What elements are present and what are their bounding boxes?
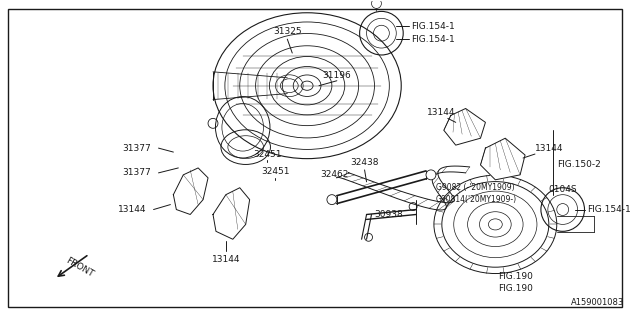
Text: 13144: 13144 — [118, 205, 147, 214]
Text: G90814('20MY1909-): G90814('20MY1909-) — [436, 195, 517, 204]
Ellipse shape — [426, 170, 436, 180]
Text: 31377: 31377 — [122, 168, 150, 177]
Text: 13144: 13144 — [535, 144, 563, 153]
Ellipse shape — [327, 195, 337, 204]
Text: 0104S: 0104S — [548, 185, 577, 194]
Text: FIG.154-1: FIG.154-1 — [411, 35, 455, 44]
Text: FIG.150-2: FIG.150-2 — [557, 160, 600, 170]
Text: 31196: 31196 — [323, 71, 351, 80]
Polygon shape — [173, 168, 208, 214]
Text: 32438: 32438 — [350, 158, 379, 167]
Text: 32451: 32451 — [261, 167, 290, 176]
Text: 30938: 30938 — [374, 210, 403, 219]
Text: 32451: 32451 — [253, 149, 282, 158]
Text: 13144: 13144 — [212, 255, 240, 264]
Text: 13144: 13144 — [427, 108, 455, 117]
Text: 32462: 32462 — [321, 170, 349, 180]
Text: A159001083: A159001083 — [571, 298, 624, 307]
Polygon shape — [213, 188, 250, 239]
Polygon shape — [444, 108, 485, 145]
Polygon shape — [481, 138, 525, 180]
Text: FRONT: FRONT — [64, 255, 95, 278]
Text: 31377: 31377 — [122, 144, 150, 153]
Text: 31325: 31325 — [273, 27, 301, 36]
Text: FIG.154-1: FIG.154-1 — [411, 22, 455, 31]
Text: FIG.190: FIG.190 — [498, 272, 532, 281]
Text: FIG.190: FIG.190 — [498, 284, 532, 293]
Text: G9082 (-'20MY1909): G9082 (-'20MY1909) — [436, 183, 515, 192]
Text: FIG.154-1: FIG.154-1 — [588, 205, 631, 214]
